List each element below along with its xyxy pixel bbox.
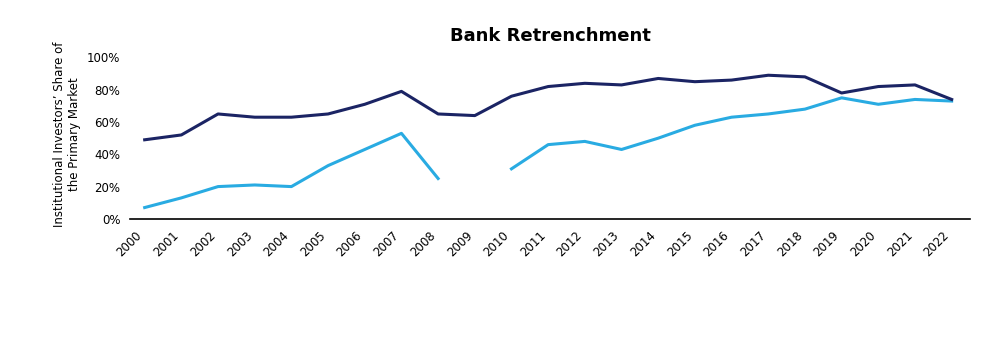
US (249, 115, 261, 119)
Europe (249, 183, 261, 187)
US (726, 78, 738, 82)
Europe (139, 205, 151, 210)
US (579, 81, 591, 85)
Line: US: US (145, 75, 952, 140)
US (505, 94, 517, 98)
US (946, 97, 958, 102)
US (689, 79, 701, 84)
Title: Bank Retrenchment: Bank Retrenchment (450, 27, 650, 45)
US (542, 84, 554, 89)
US (285, 115, 297, 119)
US (799, 75, 811, 79)
US (836, 91, 848, 95)
US (469, 113, 481, 118)
US (652, 76, 664, 80)
Europe (395, 131, 407, 136)
US (909, 83, 921, 87)
Europe (175, 196, 187, 200)
US (322, 112, 334, 116)
US (762, 73, 774, 77)
US (212, 112, 224, 116)
Line: Europe: Europe (145, 133, 438, 208)
US (616, 83, 628, 87)
Y-axis label: Institutional Investors’ Share of
the Primary Market: Institutional Investors’ Share of the Pr… (53, 41, 81, 227)
Europe (322, 163, 334, 168)
US (139, 138, 151, 142)
US (872, 84, 884, 89)
Legend: Europe, US: Europe, US (448, 348, 652, 353)
US (432, 112, 444, 116)
Europe (212, 185, 224, 189)
US (175, 133, 187, 137)
US (359, 102, 371, 106)
Europe (359, 147, 371, 151)
US (395, 89, 407, 94)
Europe (285, 185, 297, 189)
Europe (432, 176, 444, 181)
